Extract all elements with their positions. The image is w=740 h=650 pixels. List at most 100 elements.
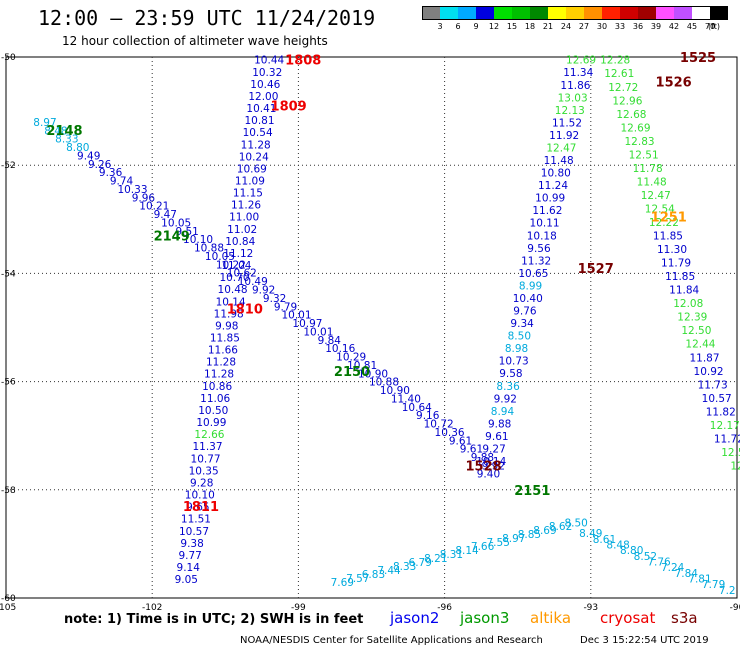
wave-height-value: 10.84 [225,236,255,248]
wave-height-value: 10.40 [513,293,543,305]
legend-swatch [494,6,512,20]
legend-label: 27 [578,22,590,31]
pass-label: 1527 [578,262,614,277]
wave-height-value: 10.90 [380,385,410,397]
wave-height-value: 9.32 [263,293,286,305]
pass-label: 2149 [154,230,190,245]
wave-height-value: 12.68 [616,109,646,121]
wave-height-value: 10.50 [198,405,228,417]
wave-height-value: 9.65 [186,502,209,514]
legend-swatch [440,6,458,20]
satellite-jason3: jason3 [460,609,510,627]
wave-height-value: 11.78 [633,163,663,175]
legend-swatch [584,6,602,20]
wave-height-value: 11.85 [210,333,240,345]
wave-height-value: 9.84 [318,335,342,347]
wave-height-value: 7.57 [346,573,369,585]
wave-height-value: 11.04 [221,260,251,272]
wave-height-value: 8.50 [564,517,587,529]
wave-height-value: 9.79 [274,301,297,313]
wave-height-value: 9.88 [471,452,494,464]
wave-height-value: 9.88 [488,418,511,430]
footer-note: note: 1) Time is in UTC; 2) SWH is in fe… [64,612,364,627]
legend-label: 39 [650,22,662,31]
wave-height-value: 12.61 [604,68,634,80]
legend-label: 3 [437,22,443,31]
wave-height-value: 11.48 [637,176,667,188]
wave-height-value: 10.62 [227,268,257,280]
wave-height-value: 8.14 [455,545,479,557]
wave-height-value: 10.81 [244,115,274,127]
wave-height-value: 9.49 [77,150,100,162]
wave-height-value: 8.97 [33,117,56,129]
wave-height-value: 9.92 [482,460,505,472]
wave-height-value: 11.12 [223,248,253,260]
legend-swatch [566,6,584,20]
wave-height-value: 10.88 [369,377,399,389]
wave-height-value: 10.22 [216,259,246,271]
satellite-s3a: s3a [671,609,698,627]
wave-height-value: 8.85 [518,529,541,541]
pass-label: 2151 [514,484,550,499]
wave-height-value: 9.38 [180,538,203,550]
wave-height-value: 6.83 [362,569,385,581]
wave-height-value: 9.56 [527,243,551,255]
wave-height-value: 11.06 [200,393,230,405]
pass-label: 1808 [285,54,321,69]
wave-height-value: 11.24 [538,180,568,192]
pass-label: 1809 [271,100,307,115]
wave-height-value: 11.28 [204,369,234,381]
legend-swatch [548,6,566,20]
wave-height-value: 10.69 [237,163,267,175]
wave-height-value: 9.26 [88,159,112,171]
wave-height-value: 12.50 [681,325,711,337]
wave-height-value: 8.33 [393,561,416,573]
wave-height-value: 8.80 [66,142,89,154]
wave-height-value: 10.16 [325,343,355,355]
wave-height-value: 8.31 [440,549,463,561]
pass-label: 1528 [465,459,501,474]
satellite-jason2: jason2 [390,609,440,627]
pass-label: 1526 [656,75,692,90]
wave-height-value: 11.66 [208,345,238,357]
wave-height-value: 9.28 [190,477,213,489]
wave-height-value: 10.35 [189,465,219,477]
pass-label: 2148 [46,124,82,139]
wave-height-value: 11.30 [657,244,687,256]
wave-height-value: 12.44 [685,339,715,351]
wave-height-value: 11.48 [544,155,574,167]
pass-label: 1251 [651,211,687,226]
wave-height-value: 11.85 [653,231,683,243]
legend-label: 45 [686,22,698,31]
wave-height-value: 7.66 [471,541,495,553]
wave-height-value: 7.44 [377,565,401,577]
lon-tick-label: -105 [0,603,16,613]
lat-tick-label: -50 [1,53,16,63]
wave-height-value: 11.32 [521,255,551,267]
legend-label: 30 [596,22,608,31]
wave-height-value: 8.61 [593,534,616,546]
wave-height-value: 11.02 [227,224,257,236]
legend-label: 24 [560,22,572,31]
wave-height-value: 10.18 [527,230,557,242]
wave-height-value: 10.05 [161,217,191,229]
wave-height-value: 10.57 [702,393,732,405]
pass-label: 1810 [227,303,263,318]
legend-label: 70 [704,22,716,31]
wave-height-value: 10.90 [358,368,388,380]
legend-swatch [638,6,656,20]
wave-height-value: 10.32 [252,67,282,79]
wave-height-value: 8.94 [491,406,515,418]
wave-height-value: 11.86 [560,80,590,92]
wave-height-value: 11.79 [661,258,691,270]
legend-label: 15 [506,22,518,31]
wave-height-value: 11.87 [689,352,719,364]
wave-height-value: 9.51 [175,226,198,238]
wave-height-value: 8.80 [620,545,643,557]
wave-height-value: 9.74 [110,176,134,188]
legend-swatch [656,6,674,20]
wave-height-value: 9.27 [482,443,505,455]
wave-height-value: 12 [730,460,740,472]
wave-height-value: 12.47 [546,142,576,154]
wave-height-value: 8.52 [634,551,657,563]
